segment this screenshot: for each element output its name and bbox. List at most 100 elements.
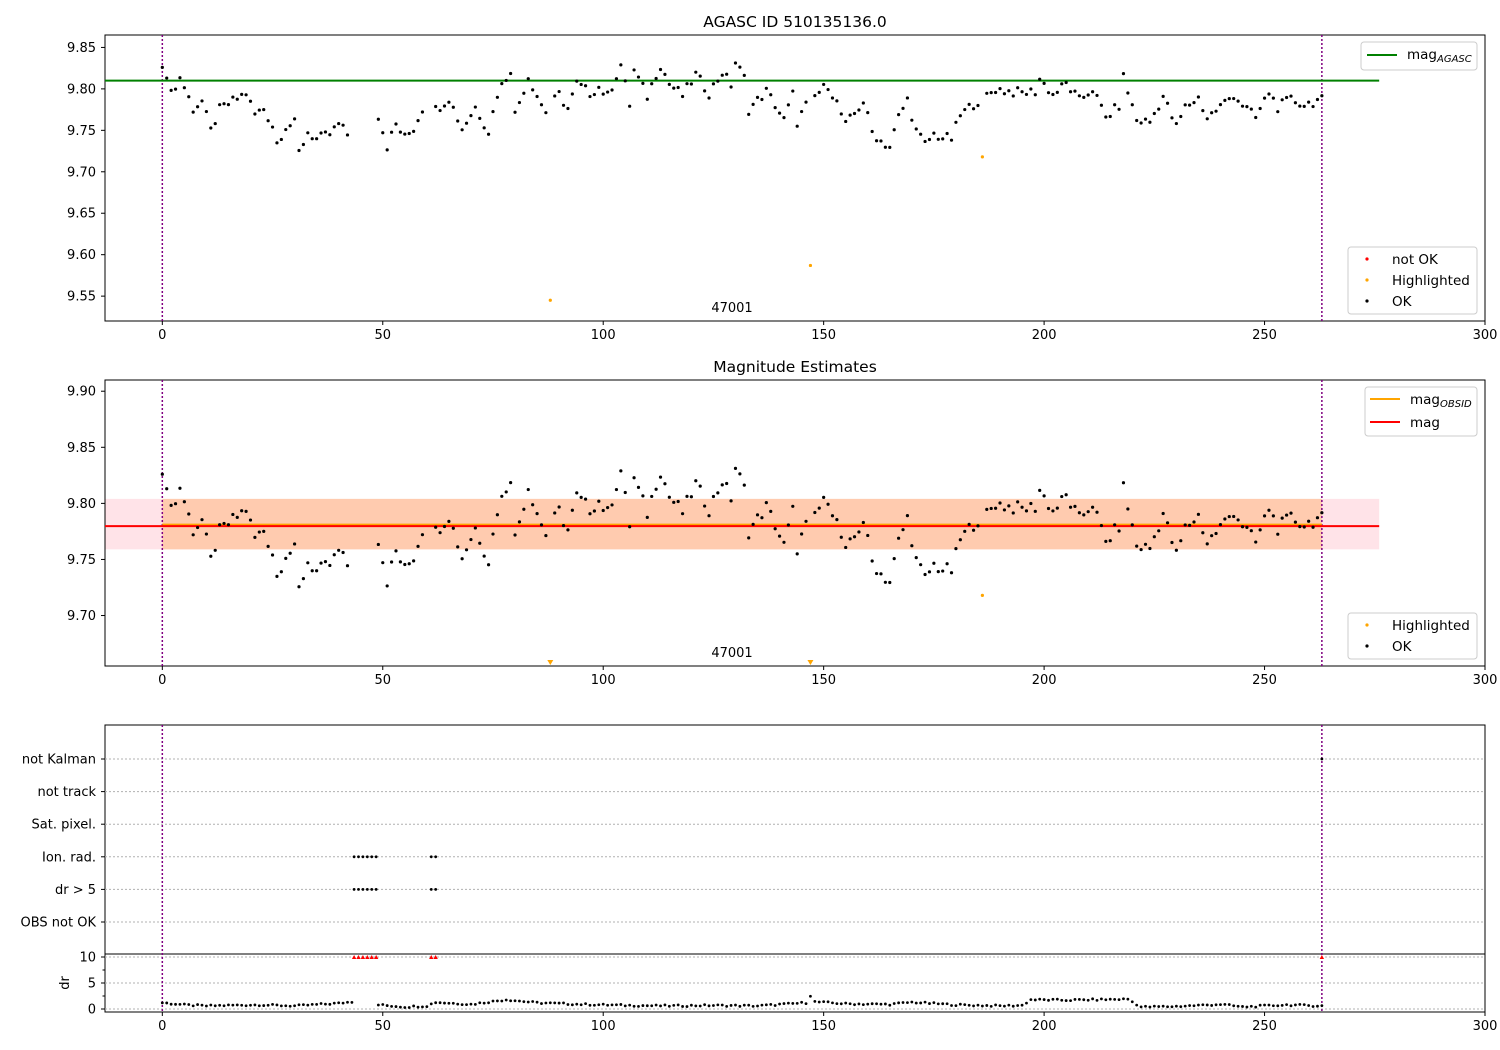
ok-point (1038, 77, 1042, 81)
legend-not-ok-label: not OK (1392, 252, 1439, 268)
ok-point (1302, 104, 1306, 108)
ok-point (315, 137, 319, 141)
dr-point (1192, 1004, 1196, 1008)
dr-point (482, 1001, 486, 1005)
ok-point (945, 131, 949, 136)
dr-point (451, 1001, 455, 1005)
panel-mag-estimates-points (160, 466, 1324, 665)
panel-agasc-legend-lines: magAGASC (1360, 41, 1478, 71)
ok-point (826, 87, 830, 92)
dr-point (1183, 1004, 1187, 1008)
dr-point (681, 1005, 684, 1008)
dr-point (588, 1003, 592, 1007)
ok-point (685, 82, 689, 86)
ok-point (1315, 97, 1320, 102)
x-axis-tick-label: 200 (1032, 673, 1057, 688)
dr-point (513, 999, 517, 1003)
ok-point (1188, 523, 1192, 527)
ok-point (813, 94, 817, 98)
dr-point (685, 1005, 689, 1008)
ok-point (689, 495, 693, 499)
dr-point (504, 998, 508, 1002)
ok-point (1143, 117, 1148, 121)
ok-point (1161, 511, 1165, 516)
ok-point (1152, 111, 1156, 116)
ok-point (557, 89, 561, 94)
ok-point (822, 495, 826, 499)
ok-point (204, 109, 209, 114)
ok-point (857, 530, 861, 534)
dr-point (1298, 1002, 1302, 1006)
dr-tick-label: 10 (79, 951, 96, 966)
ok-point (1024, 92, 1029, 97)
dr-point (438, 1001, 442, 1005)
ok-point (319, 131, 323, 135)
ok-point (901, 106, 905, 110)
ok-point (394, 549, 398, 553)
dr-point (628, 1003, 632, 1007)
dr-point (606, 1003, 610, 1007)
dr-point (562, 1001, 565, 1005)
ok-point (292, 117, 297, 121)
dr-point (725, 1004, 729, 1008)
dr-point (575, 1002, 579, 1006)
ok-point (782, 540, 786, 544)
ok-point (888, 145, 892, 149)
dr-point (1025, 1001, 1028, 1005)
dr-point (182, 1002, 186, 1006)
dr-point (980, 1004, 984, 1008)
ok-point (614, 77, 619, 81)
dr-point (284, 1004, 288, 1008)
ok-point (623, 79, 627, 83)
x-axis-tick-label: 150 (811, 1019, 836, 1034)
dr-point (429, 1002, 433, 1006)
ok-point (857, 108, 861, 112)
ok-point (486, 563, 491, 567)
ok-point (1320, 511, 1324, 515)
dr-point (1064, 999, 1068, 1002)
flag-point (370, 855, 374, 859)
ok-point (253, 535, 257, 539)
ok-point (755, 95, 760, 99)
ok-point (473, 105, 477, 109)
dr-point (293, 1004, 296, 1008)
ok-point (1104, 115, 1108, 119)
dr-point (1055, 997, 1059, 1001)
flag-point (357, 888, 360, 891)
dr-point (319, 1002, 323, 1005)
y-axis-tick-label: 9.70 (67, 165, 96, 180)
ok-point (901, 528, 905, 532)
ok-point (1077, 94, 1081, 98)
dr-point (249, 1003, 252, 1007)
ok-point (407, 131, 411, 136)
dr-clipped-not-ok-marker (351, 955, 357, 959)
y-axis-tick-label: 9.65 (67, 207, 96, 222)
ok-point (1232, 96, 1236, 101)
dr-point (1302, 1003, 1306, 1006)
y-axis-tick-label: 9.80 (67, 82, 96, 97)
x-axis-tick-label: 150 (811, 328, 836, 343)
dr-point (443, 1001, 446, 1005)
ok-point (826, 502, 830, 506)
ok-point (495, 95, 499, 99)
ok-point (248, 99, 253, 103)
ok-point (1029, 501, 1033, 506)
ok-point (1002, 92, 1007, 96)
ok-point (1174, 121, 1178, 126)
ok-point (218, 103, 222, 107)
dr-point (1179, 1005, 1183, 1009)
dr-point (1245, 1005, 1249, 1009)
ok-point (1276, 110, 1280, 114)
ok-point (381, 561, 385, 565)
ok-point (672, 500, 676, 504)
dr-point (786, 1001, 790, 1005)
ok-point (191, 110, 195, 114)
dr-point (244, 1004, 248, 1008)
ok-point (173, 87, 178, 91)
ok-point (941, 137, 945, 141)
dr-point (936, 1002, 940, 1006)
panel-mag-estimates-title: Magnitude Estimates (713, 358, 877, 376)
dr-point (645, 1004, 649, 1008)
dr-point (257, 1004, 261, 1008)
ok-point (919, 563, 923, 567)
